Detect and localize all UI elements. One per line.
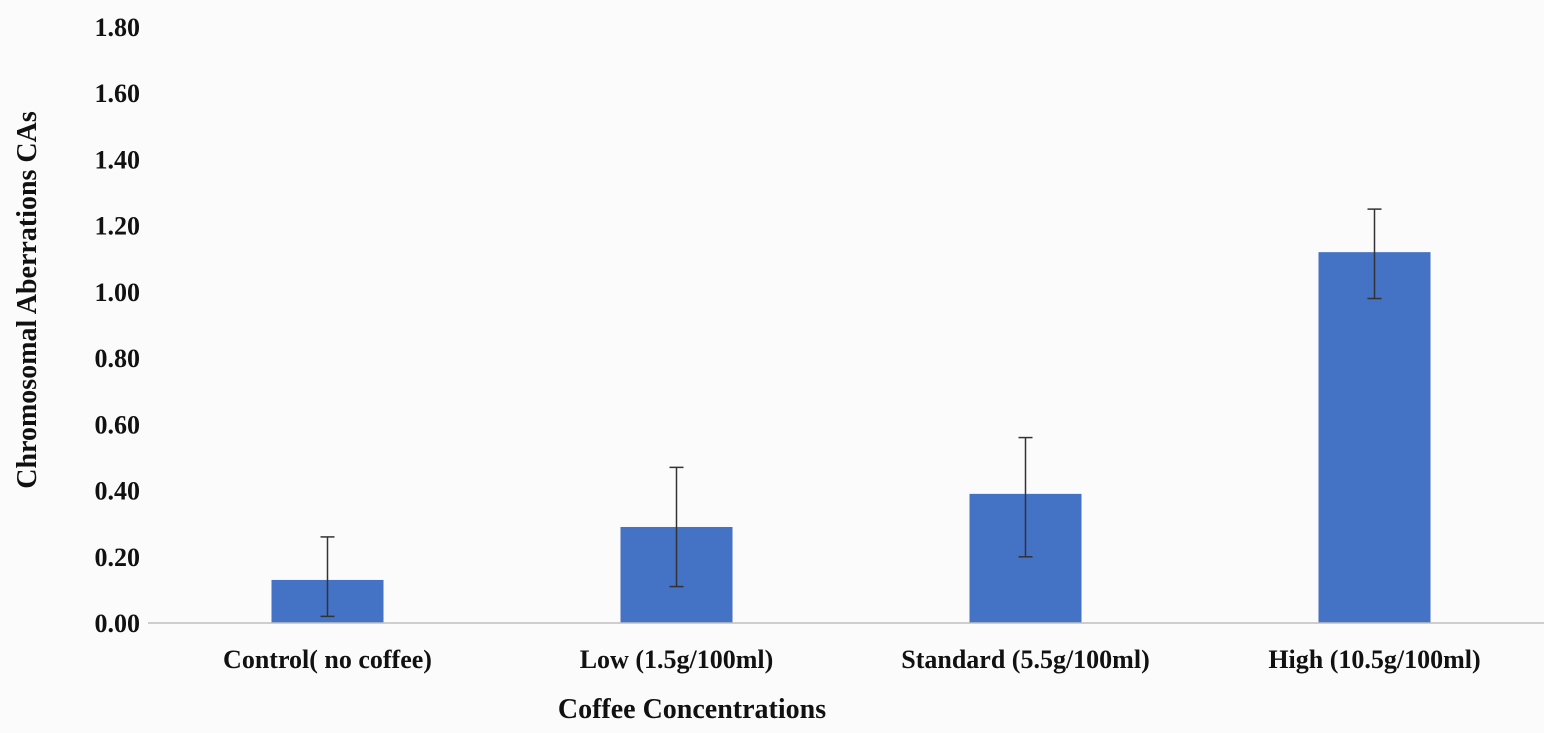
- bar: [1318, 252, 1431, 623]
- error-bar: [669, 466, 684, 588]
- y-tick-label: 1.00: [95, 278, 141, 307]
- error-bars-group: [320, 208, 1382, 618]
- y-tick-label: 1.40: [95, 145, 141, 174]
- x-axis-title: Coffee Concentrations: [558, 694, 826, 725]
- error-bar: [320, 536, 335, 618]
- y-axis-title: Chromosomal Aberrations CAs: [12, 111, 43, 489]
- x-category-label: Control( no coffee): [223, 645, 432, 674]
- y-tick-label: 0.00: [95, 609, 141, 638]
- y-tick-label: 0.60: [95, 410, 141, 439]
- bars-group: [271, 252, 1431, 623]
- y-tick-label: 1.80: [95, 13, 141, 42]
- x-category-label: Standard (5.5g/100ml): [901, 645, 1149, 674]
- error-bar: [1367, 208, 1382, 300]
- error-bar: [1018, 436, 1033, 558]
- y-tick-label: 1.60: [95, 79, 141, 108]
- y-tick-label: 1.20: [95, 212, 141, 241]
- y-tick-label: 0.20: [95, 543, 141, 572]
- x-category-label: Low (1.5g/100ml): [580, 645, 774, 674]
- x-category-label: High (10.5g/100ml): [1268, 645, 1480, 674]
- x-axis-categories: Control( no coffee) Low (1.5g/100ml) Stand…: [223, 645, 1481, 674]
- y-axis-ticks: 0.00 0.20 0.40 0.60 0.80 1.00 1.20 1.40 1.60 1.80: [95, 13, 141, 638]
- y-tick-label: 0.80: [95, 344, 141, 373]
- y-tick-label: 0.40: [95, 477, 141, 506]
